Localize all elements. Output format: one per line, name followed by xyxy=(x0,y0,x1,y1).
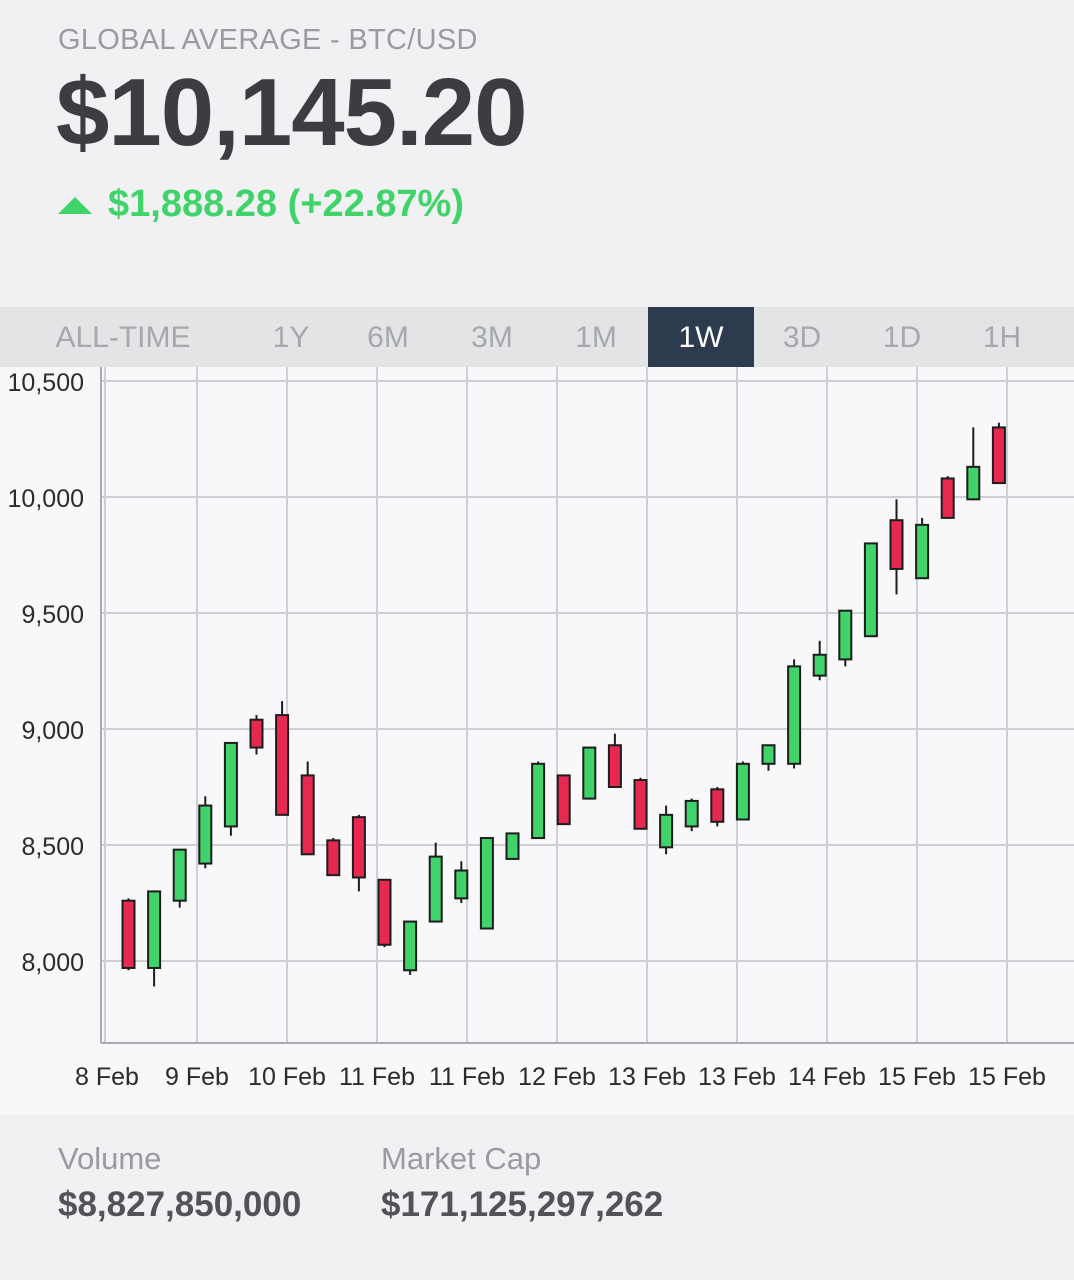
y-tick-label: 10,500 xyxy=(8,369,84,397)
volume-label: Volume xyxy=(58,1141,162,1176)
tab-1y[interactable]: 1Y xyxy=(272,321,310,354)
candle-up xyxy=(735,762,750,821)
volume-stat: Volume $8,827,850,000 xyxy=(58,1141,301,1225)
candle-down xyxy=(351,816,366,879)
candle-up xyxy=(582,746,597,800)
y-tick-label: 8,000 xyxy=(21,949,84,977)
candle-down xyxy=(607,744,622,788)
candle-up xyxy=(531,762,546,840)
candle-up xyxy=(761,744,776,765)
x-tick-label: 13 Feb xyxy=(608,1063,686,1091)
candle-up xyxy=(684,799,699,828)
candle-up xyxy=(198,804,213,865)
marketcap-label: Market Cap xyxy=(381,1141,542,1176)
marketcap-value: $171,125,297,262 xyxy=(381,1185,664,1224)
candle-up xyxy=(915,523,930,580)
x-tick-label: 8 Feb xyxy=(75,1063,139,1091)
candle-down xyxy=(633,779,648,830)
price-change-text: $1,888.28 (+22.87%) xyxy=(108,183,464,225)
candle-down xyxy=(377,878,392,946)
market-stats: Volume $8,827,850,000 Market Cap $171,12… xyxy=(0,1115,1074,1280)
candle-up xyxy=(479,837,494,930)
candle-down xyxy=(300,774,315,856)
marketcap-stat: Market Cap $171,125,297,262 xyxy=(381,1141,663,1225)
candle-up xyxy=(403,920,418,972)
tab-3d[interactable]: 3D xyxy=(782,321,822,354)
candle-down xyxy=(275,714,290,816)
price-change: $1,888.28 (+22.87%) xyxy=(58,183,464,226)
candle-up xyxy=(223,741,238,828)
up-arrow-icon xyxy=(58,197,92,214)
x-tick-label: 15 Feb xyxy=(878,1063,956,1091)
chart-canvas: 8,000 8,500 9,000 9,500 10,000 10,500 8 Feb 9 F… xyxy=(8,367,1074,1091)
candle-up xyxy=(147,890,162,969)
y-tick-label: 8,500 xyxy=(21,833,84,861)
tab-1d[interactable]: 1D xyxy=(882,321,922,354)
candle-down xyxy=(710,788,725,823)
x-tick-label: 14 Feb xyxy=(788,1063,866,1091)
tab-1w[interactable]: 1W xyxy=(648,307,754,367)
tab-6m[interactable]: 6M xyxy=(367,321,409,354)
tab-all-time[interactable]: ALL-TIME xyxy=(55,321,191,354)
candle-up xyxy=(838,609,853,661)
candle-up xyxy=(505,832,520,860)
x-tick-label: 10 Feb xyxy=(248,1063,326,1091)
candle-up xyxy=(787,665,802,765)
candle-up xyxy=(812,653,827,677)
x-tick-label: 12 Feb xyxy=(518,1063,596,1091)
tab-3m[interactable]: 3M xyxy=(471,321,513,354)
candle-down xyxy=(249,718,264,749)
candle-down xyxy=(889,519,904,570)
candle-down xyxy=(121,899,136,969)
candle-up xyxy=(454,869,469,900)
current-price: $10,145.20 xyxy=(56,59,527,166)
volume-value: $8,827,850,000 xyxy=(58,1185,302,1224)
x-tick-label: 13 Feb xyxy=(698,1063,776,1091)
tab-1m[interactable]: 1M xyxy=(575,321,617,354)
x-tick-label: 9 Feb xyxy=(165,1063,229,1091)
candle-down xyxy=(326,839,341,877)
y-tick-label: 9,000 xyxy=(21,717,84,745)
candle-up xyxy=(172,848,187,902)
candle-down xyxy=(556,774,571,826)
pair-label: GLOBAL AVERAGE - BTC/USD xyxy=(58,24,478,56)
candle-up xyxy=(659,813,674,849)
price-header: GLOBAL AVERAGE - BTC/USD $10,145.20 $1,8… xyxy=(0,0,1074,307)
candlestick-chart: 8,000 8,500 9,000 9,500 10,000 10,500 8 Feb 9 F… xyxy=(0,367,1074,1115)
timeframe-tabs: ALL-TIME 1Y 6M 3M 1M 1W 3D 1D 1H xyxy=(0,307,1074,367)
x-tick-label: 15 Feb xyxy=(968,1063,1046,1091)
candle-down xyxy=(940,477,955,519)
tab-1h[interactable]: 1H xyxy=(982,321,1022,354)
x-tick-label: 11 Feb xyxy=(339,1063,415,1091)
y-tick-label: 10,000 xyxy=(8,485,84,513)
candle-up xyxy=(863,542,878,638)
candle-up xyxy=(966,465,981,501)
candle-down xyxy=(991,426,1006,485)
x-tick-label: 11 Feb xyxy=(429,1063,505,1091)
candle-up xyxy=(428,855,443,923)
y-tick-label: 9,500 xyxy=(21,601,84,629)
